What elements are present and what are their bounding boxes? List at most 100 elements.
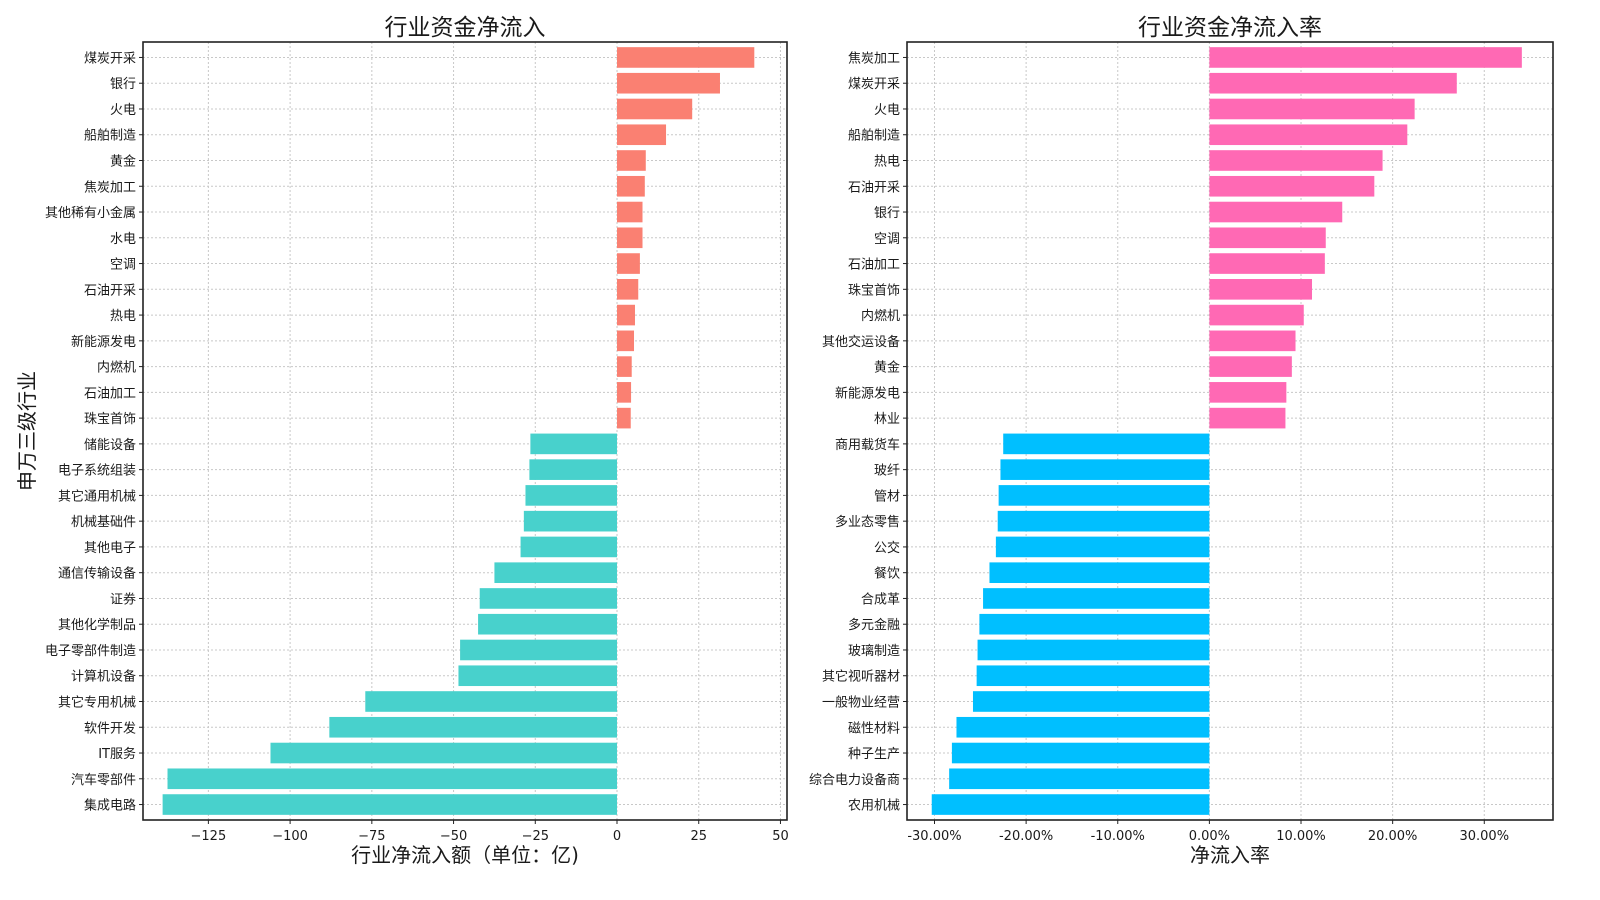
net-inflow-bar xyxy=(617,356,632,377)
net-inflow-category-label: 空调 xyxy=(110,258,136,273)
net-inflow-rate-category-label: 农用机械 xyxy=(848,799,900,814)
net-inflow-rate-bar xyxy=(931,794,1210,815)
net-inflow-rate-category-label: 内燃机 xyxy=(861,308,900,324)
net-inflow-rate-bar xyxy=(951,742,1210,764)
net-inflow-rate-category-label: 林业 xyxy=(874,412,900,427)
net-inflow-bar xyxy=(617,124,667,146)
net-inflow-bar xyxy=(617,47,755,68)
net-inflow-rate-category-label: 新能源发电 xyxy=(835,385,900,401)
net-inflow-bar xyxy=(617,304,635,326)
net-inflow-rate-category-label: 其他交运设备 xyxy=(822,334,900,350)
net-inflow-rate-category-label: 合成革 xyxy=(861,592,900,607)
net-inflow-category-label: 电子系统组装 xyxy=(58,464,136,479)
net-inflow-rate-grid xyxy=(907,42,1553,820)
net-inflow-category-label: 黄金 xyxy=(110,154,136,170)
net-inflow-x-axis-label: 行业净流入额（单位：亿) xyxy=(351,843,579,867)
net-inflow-category-label: 通信传输设备 xyxy=(58,566,136,582)
net-inflow-x-tick-label: −75 xyxy=(358,829,385,844)
net-inflow-bar xyxy=(479,588,618,609)
net-inflow-rate-bar xyxy=(1209,201,1343,223)
net-inflow-bar xyxy=(162,794,618,815)
net-inflow-rate-category-label: 石油加工 xyxy=(848,258,900,273)
net-inflow-category-label: 其它专用机械 xyxy=(58,694,136,710)
net-inflow-category-label: 证券 xyxy=(110,591,136,607)
net-inflow-bars xyxy=(162,47,755,815)
net-inflow-rate-category-label: 银行 xyxy=(874,206,900,221)
net-inflow-category-label: 船舶制造 xyxy=(84,128,136,144)
net-inflow-rate-bar xyxy=(1209,382,1287,403)
net-inflow-rate-x-tick-label: 0.00% xyxy=(1189,829,1230,844)
net-inflow-category-label: IT服务 xyxy=(98,746,136,762)
net-inflow-x-tick-label: −100 xyxy=(272,829,308,844)
net-inflow-category-label: 储能设备 xyxy=(84,437,136,453)
net-inflow-rate-category-label: 商用载货车 xyxy=(835,437,900,453)
net-inflow-rate-bar xyxy=(977,639,1210,661)
net-inflow-category-label: 机械基础件 xyxy=(71,515,136,530)
net-inflow-rate-bar xyxy=(1209,227,1326,249)
net-inflow-rate-x-axis-label: 净流入率 xyxy=(1190,843,1270,867)
net-inflow-plot-frame xyxy=(142,41,788,821)
net-inflow-rate-category-label: 玻璃制造 xyxy=(848,644,900,659)
net-inflow-category-label: 其他稀有小金属 xyxy=(45,205,136,221)
net-inflow-bar xyxy=(458,665,618,687)
net-inflow-rate-category-label: 黄金 xyxy=(874,360,900,376)
net-inflow-rate-x-tick-label: 30.00% xyxy=(1459,829,1509,844)
net-inflow-bar xyxy=(617,175,645,197)
net-inflow-rate-x-tick-label: -20.00% xyxy=(999,829,1053,844)
net-inflow-rate-bar xyxy=(1209,253,1325,274)
net-inflow-rate-bar xyxy=(1209,330,1296,352)
net-inflow-bar xyxy=(617,150,646,171)
net-inflow-category-label: 银行 xyxy=(110,77,136,92)
net-inflow-category-label: 电子零部件制造 xyxy=(45,644,136,659)
net-inflow-rate-category-label: 多元金融 xyxy=(848,617,900,633)
net-inflow-category-label: 软件开发 xyxy=(84,720,136,736)
net-inflow-rate-category-label: 煤炭开采 xyxy=(848,77,900,92)
net-inflow-rate-bar xyxy=(979,613,1210,635)
net-inflow-rate-category-label: 玻纤 xyxy=(874,464,900,479)
net-inflow-category-label: 新能源发电 xyxy=(71,334,136,350)
net-inflow-rate-bar xyxy=(1209,356,1292,377)
net-inflow-rate-category-label: 珠宝首饰 xyxy=(848,283,900,298)
net-inflow-rate-x-tick-label: -30.00% xyxy=(907,829,961,844)
net-inflow-bar xyxy=(365,691,618,712)
net-inflow-x-tick-label: −50 xyxy=(440,829,467,844)
net-inflow-rate-bar xyxy=(997,510,1210,532)
net-inflow-rate-category-label: 综合电力设备商 xyxy=(809,772,900,788)
net-inflow-rate-bar xyxy=(1003,433,1210,455)
net-inflow-rate-ticks: -30.00% -20.00% -10.00% 0.00% 10.00% 20.00% 30… xyxy=(809,51,1509,844)
net-inflow-bar xyxy=(520,536,618,558)
net-inflow-bar xyxy=(617,72,720,94)
net-inflow-rate-bar xyxy=(949,768,1210,790)
net-inflow-title: 行业资金净流入 xyxy=(385,15,546,41)
net-inflow-rate-chart: -30.00% -20.00% -10.00% 0.00% 10.00% 20.00% 30… xyxy=(809,15,1554,867)
net-inflow-bar xyxy=(494,562,618,583)
net-inflow-rate-category-label: 管材 xyxy=(874,489,900,504)
net-inflow-rate-category-label: 火电 xyxy=(874,103,900,118)
net-inflow-bar xyxy=(529,459,618,480)
net-inflow-bar xyxy=(530,433,618,455)
net-inflow-x-tick-label: −25 xyxy=(522,829,549,844)
net-inflow-rate-bar xyxy=(998,485,1210,506)
net-inflow-bar xyxy=(167,768,618,790)
net-inflow-rate-category-label: 石油开采 xyxy=(848,180,900,195)
net-inflow-rate-bar xyxy=(1209,279,1313,300)
net-inflow-bar xyxy=(617,382,632,403)
net-inflow-bar xyxy=(478,613,618,635)
net-inflow-rate-category-label: 热电 xyxy=(874,155,900,170)
net-inflow-rate-bars xyxy=(931,47,1522,815)
net-inflow-grid xyxy=(143,42,787,820)
net-inflow-rate-x-tick-label: -10.00% xyxy=(1091,829,1145,844)
net-inflow-category-label: 火电 xyxy=(110,103,136,118)
net-inflow-rate-category-label: 磁性材料 xyxy=(848,721,900,736)
net-inflow-ticks: −125 −100 −75 −50 −25 0 25 50 煤炭开采银行火电船舶制造黄金焦炭加工… xyxy=(45,51,789,844)
net-inflow-rate-category-label: 一般物业经营 xyxy=(822,694,900,710)
net-inflow-rate-bar xyxy=(1209,304,1304,326)
net-inflow-rate-bar xyxy=(1209,150,1383,171)
net-inflow-rate-bar xyxy=(995,536,1210,558)
net-inflow-category-label: 石油开采 xyxy=(84,283,136,298)
net-inflow-x-tick-label: 25 xyxy=(690,829,707,844)
net-inflow-category-label: 热电 xyxy=(110,309,136,324)
net-inflow-rate-bar xyxy=(976,665,1210,687)
net-inflow-bar xyxy=(270,742,618,764)
